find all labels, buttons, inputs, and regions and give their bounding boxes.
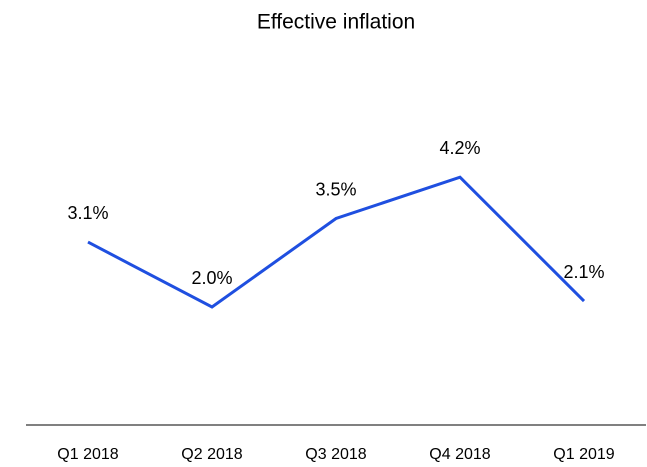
x-tick-label: Q3 2018 xyxy=(305,446,366,463)
x-tick-label: Q4 2018 xyxy=(429,446,490,463)
x-tick-label: Q2 2018 xyxy=(181,446,242,463)
data-label: 2.0% xyxy=(191,268,232,288)
x-tick-label: Q1 2019 xyxy=(553,446,614,463)
chart-title: Effective inflation xyxy=(257,11,415,34)
x-tick-label: Q1 2018 xyxy=(57,446,118,463)
data-line xyxy=(87,175,586,309)
data-label: 3.1% xyxy=(67,203,108,223)
data-label: 3.5% xyxy=(315,179,356,199)
data-label: 2.1% xyxy=(563,262,604,282)
data-label: 4.2% xyxy=(439,138,480,158)
